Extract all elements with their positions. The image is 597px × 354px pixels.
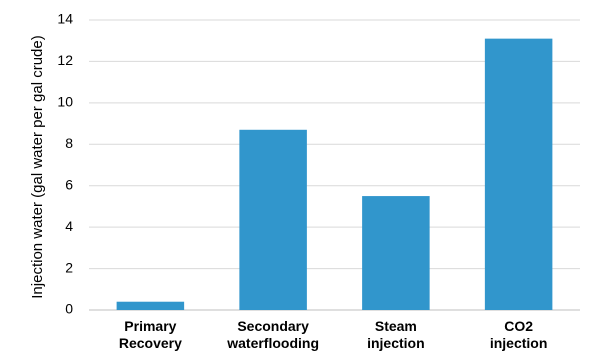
y-tick-label: 6 [65,176,73,192]
y-tick-labels: 0 2 4 6 8 10 12 14 [57,11,73,317]
bar [239,129,307,310]
x-category-label: Primary Recovery [119,318,182,351]
x-category-label: CO2 injection [490,318,548,351]
y-tick-label: 4 [65,218,73,234]
y-axis-label: Injection water (gal water per gal crude… [29,35,46,298]
y-tick-label: 2 [65,259,73,275]
y-tick-label: 12 [57,52,73,68]
bars [116,38,553,311]
bar [362,196,430,310]
y-tick-label: 14 [57,11,73,27]
x-category-label: Secondary waterflooding [226,318,319,351]
gridlines [89,19,580,311]
y-tick-label: 8 [65,135,73,151]
bar [484,38,553,311]
bar [116,301,185,310]
x-category-labels: Primary Recovery Secondary waterflooding Ste… [119,318,548,351]
y-tick-label: 10 [57,94,73,110]
y-tick-label: 0 [65,301,73,317]
x-category-label: Steam injection [367,318,425,351]
